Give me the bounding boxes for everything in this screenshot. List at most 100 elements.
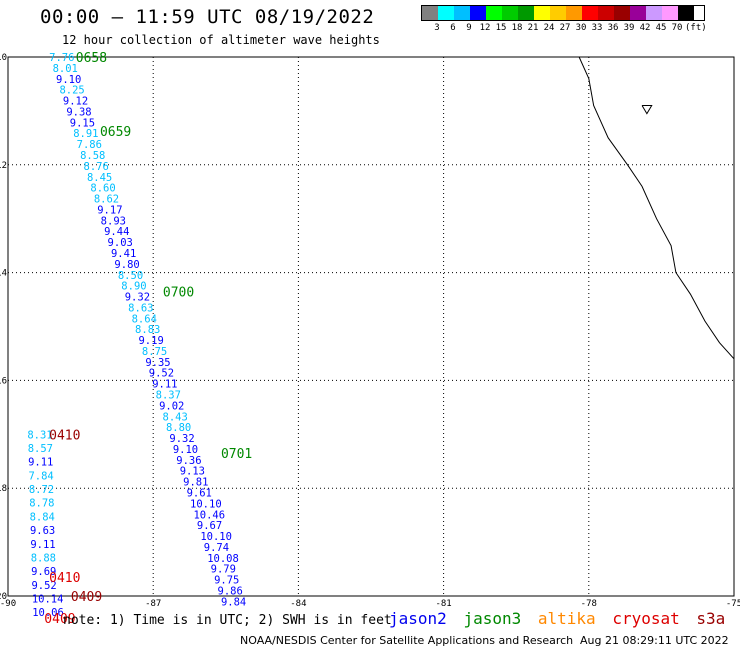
wave-height-value: 8.45 — [87, 172, 112, 184]
wave-height-value: 8.90 — [121, 281, 146, 293]
wave-height-value: 8.58 — [80, 150, 105, 162]
longitude-tick-label: -78 — [581, 599, 597, 609]
pass-time-label: 0410 — [49, 428, 80, 443]
legend-swatch — [470, 6, 486, 20]
wave-height-value: 9.84 — [221, 596, 246, 608]
wave-height-value: 9.11 — [28, 457, 53, 469]
wave-height-value: 9.41 — [111, 248, 136, 260]
wave-height-value: 9.63 — [30, 525, 55, 537]
wave-height-value: 9.11 — [30, 539, 55, 551]
wave-height-value: 8.60 — [90, 183, 115, 195]
wave-height-value: 9.15 — [70, 117, 95, 129]
wave-height-value: 8.43 — [163, 411, 188, 423]
satellite-jason2: jason2 — [389, 609, 447, 628]
wave-height-value: 8.31 — [27, 429, 52, 441]
legend-label: (ft) — [685, 23, 707, 33]
pass-time-label: 0659 — [100, 125, 131, 140]
wave-height-value: 9.13 — [180, 466, 205, 478]
wave-height-value: 9.03 — [108, 237, 133, 249]
wave-height-value: 9.35 — [145, 357, 170, 369]
wave-height-value: 9.69 — [31, 566, 56, 578]
legend-label: 24 — [543, 23, 555, 33]
legend-swatch — [646, 6, 662, 20]
wave-height-value: 9.74 — [204, 542, 229, 554]
wave-height-value: 9.61 — [187, 488, 212, 500]
legend-label: 30 — [575, 23, 587, 33]
latitude-tick-label: -12 — [0, 161, 7, 171]
wave-height-value: 9.12 — [63, 96, 88, 108]
legend-swatch — [518, 6, 534, 20]
longitude-tick-label: -90 — [0, 599, 16, 609]
satellite-legend: jason2 jason3 altika cryosat s3a — [389, 609, 732, 628]
wave-height-value: 9.75 — [214, 575, 239, 587]
legend-label: 6 — [450, 23, 456, 33]
wave-height-value: 10.10 — [190, 498, 222, 510]
wave-height-value: 8.64 — [132, 313, 157, 325]
wave-height-value: 8.84 — [30, 511, 55, 523]
latitude-tick-label: -18 — [0, 484, 7, 494]
wave-height-value: 8.78 — [29, 498, 54, 510]
legend-swatch — [614, 6, 630, 20]
wave-height-value: 9.44 — [104, 226, 129, 238]
wave-height-value: 9.81 — [183, 477, 208, 489]
satellite-cryosat: cryosat — [612, 609, 680, 628]
wave-height-value: 8.37 — [156, 390, 181, 402]
legend-label: 33 — [591, 23, 603, 33]
pass-time-label: 0658 — [76, 51, 107, 66]
legend-swatch — [502, 6, 518, 20]
wave-height-value: 10.14 — [32, 593, 64, 605]
credit-line: NOAA/NESDIS Center for Satellite Applica… — [240, 634, 574, 647]
legend-swatch — [662, 6, 678, 20]
pass-time-label: 0409 — [71, 590, 102, 605]
map-subtitle: 12 hour collection of altimeter wave hei… — [62, 33, 380, 47]
pass-time-label: 0700 — [163, 285, 194, 300]
legend-swatch — [678, 6, 694, 20]
legend-swatch — [438, 6, 454, 20]
legend-swatch — [566, 6, 582, 20]
wave-height-legend: 3 6 9 12 15 18 21 24 27 30 33 36 39 42 45 70 (ft) — [421, 5, 707, 33]
satellite-jason3: jason3 — [463, 609, 522, 628]
satellite-altika: altika — [537, 609, 596, 628]
wave-height-value: 10.10 — [200, 531, 232, 543]
legend-swatch — [598, 6, 614, 20]
wave-height-value: 9.52 — [149, 368, 174, 380]
legend-label: 21 — [527, 23, 539, 33]
wave-height-value: 9.52 — [31, 580, 56, 592]
legend-label: 15 — [495, 23, 507, 33]
legend-swatch — [534, 6, 550, 20]
legend-swatch — [422, 6, 438, 20]
legend-labels: 3 6 9 12 15 18 21 24 27 30 33 36 39 42 45 70 (ft) — [421, 23, 707, 33]
wave-height-value: 7.84 — [28, 470, 53, 482]
wave-height-value: 8.50 — [118, 270, 143, 282]
wave-height-value: 9.79 — [211, 564, 236, 576]
pass-time-label: 0410 — [49, 571, 80, 586]
longitude-tick-label: -87 — [145, 599, 161, 609]
wave-height-value: 9.10 — [56, 74, 81, 86]
wave-height-value: 9.11 — [152, 379, 177, 391]
latitude-tick-label: -10 — [0, 53, 7, 63]
legend-label: 36 — [607, 23, 619, 33]
wave-height-value: 9.17 — [97, 204, 122, 216]
longitude-tick-label: -75 — [726, 599, 740, 609]
generated-timestamp: Aug 21 08:29:11 UTC 2022 — [580, 634, 729, 647]
map-frame — [7, 56, 735, 597]
wave-height-value: 9.10 — [173, 444, 198, 456]
wave-height-value: 7.86 — [77, 139, 102, 151]
wave-height-value: 8.80 — [166, 422, 191, 434]
legend-label: 27 — [559, 23, 571, 33]
wave-height-value: 7.76 — [49, 52, 74, 64]
wave-height-value: 9.38 — [66, 106, 91, 118]
footnote: note: 1) Time is in UTC; 2) SWH is in fe… — [63, 613, 392, 628]
legend-label: 70 — [671, 23, 683, 33]
legend-swatch — [454, 6, 470, 20]
wave-height-value: 8.91 — [73, 128, 98, 140]
coastline — [578, 56, 735, 360]
wave-height-value: 8.76 — [84, 161, 109, 173]
legend-label: 18 — [511, 23, 523, 33]
wave-height-value: 10.06 — [32, 607, 64, 619]
wave-height-value: 9.32 — [169, 433, 194, 445]
wave-height-value: 8.57 — [28, 443, 53, 455]
wave-height-value: 9.36 — [176, 455, 201, 467]
wave-height-value: 9.32 — [125, 292, 150, 304]
